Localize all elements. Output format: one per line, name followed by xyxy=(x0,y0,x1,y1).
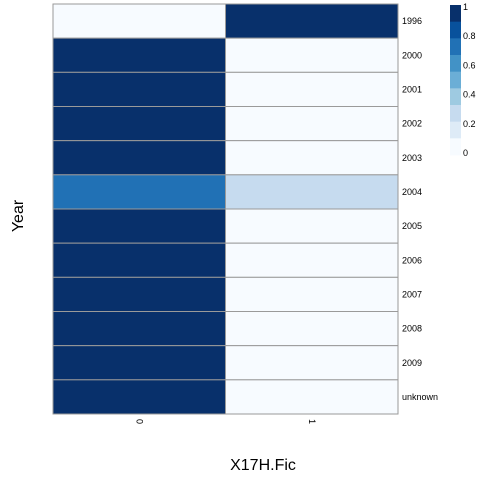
colorbar-legend: 1 0.8 0.6 0.4 0.2 0 xyxy=(450,2,476,158)
heatmap-cell-2000-1 xyxy=(225,37,399,73)
heatmap-cell-2004-0 xyxy=(52,174,226,210)
x-tick-label: 0 xyxy=(134,419,144,424)
heatmap-cell-2003-0 xyxy=(52,140,226,176)
colorbar-swatch xyxy=(450,55,461,73)
y-tick-label: 2008 xyxy=(402,324,422,334)
colorbar-swatch xyxy=(450,21,461,39)
heatmap-cell-2005-0 xyxy=(52,208,226,244)
heatmap-cell-2004-1 xyxy=(225,174,399,210)
heatmap-cell-2008-1 xyxy=(225,311,399,347)
heatmap-cell-2005-1 xyxy=(225,208,399,244)
heatmap-cell-unknown-1 xyxy=(225,379,399,415)
x-tick-label: 1 xyxy=(307,419,317,424)
y-tick-label: 2006 xyxy=(402,255,422,265)
heatmap-cell-2009-0 xyxy=(52,345,226,381)
heatmap-cell-2008-0 xyxy=(52,311,226,347)
heatmap-cell-2003-1 xyxy=(225,140,399,176)
y-tick-label: 2009 xyxy=(402,358,422,368)
y-tick-label: 2002 xyxy=(402,119,422,129)
heatmap-cell-2000-0 xyxy=(52,37,226,73)
heatmap-cell-1996-1 xyxy=(225,3,399,39)
x-axis-title: X17H.Fic xyxy=(230,457,296,474)
colorbar-swatch xyxy=(450,121,461,139)
colorbar-swatch xyxy=(450,71,461,89)
heatmap-cell-2007-1 xyxy=(225,276,399,313)
heatmap-cell-2001-1 xyxy=(225,71,399,108)
heatmap-cell-1996-0 xyxy=(52,3,226,39)
heatmap-cell-2006-1 xyxy=(225,242,399,278)
y-tick-labels: 1996 2000 2001 2002 2003 2004 2005 2006 2007 2008… xyxy=(402,16,438,402)
colorbar-tick-label: 0 xyxy=(463,148,468,158)
colorbar-swatch xyxy=(450,105,461,123)
colorbar-swatch xyxy=(450,38,461,56)
colorbar-tick-label: 0.8 xyxy=(463,31,476,41)
heatmap-cell-2009-1 xyxy=(225,345,399,381)
y-tick-label: 2003 xyxy=(402,153,422,163)
colorbar-swatch xyxy=(450,5,461,23)
heatmap-cell-2007-0 xyxy=(52,276,226,313)
y-tick-label: 2004 xyxy=(402,187,422,197)
y-tick-label: 2000 xyxy=(402,50,422,60)
y-tick-label: 2005 xyxy=(402,221,422,231)
colorbar-tick-label: 0.4 xyxy=(463,90,476,100)
heatmap-cell-unknown-0 xyxy=(52,379,226,415)
y-tick-label: 2007 xyxy=(402,289,422,299)
colorbar-tick-label: 1 xyxy=(463,2,468,12)
y-tick-label: 2001 xyxy=(402,84,422,94)
colorbar-tick-label: 0.2 xyxy=(463,119,476,129)
y-tick-label: unknown xyxy=(402,392,438,402)
colorbar-swatch xyxy=(450,138,461,156)
heatmap-cell-2002-0 xyxy=(52,106,226,142)
colorbar-tick-label: 0.6 xyxy=(463,60,476,70)
heatmap-cell-2002-1 xyxy=(225,106,399,142)
heatmap-cell-2001-0 xyxy=(52,71,226,108)
heatmap-cells xyxy=(52,3,399,415)
y-axis-title: Year xyxy=(10,199,27,232)
y-tick-label: 1996 xyxy=(402,16,422,26)
heatmap-cell-2006-0 xyxy=(52,242,226,278)
colorbar-swatch xyxy=(450,88,461,106)
